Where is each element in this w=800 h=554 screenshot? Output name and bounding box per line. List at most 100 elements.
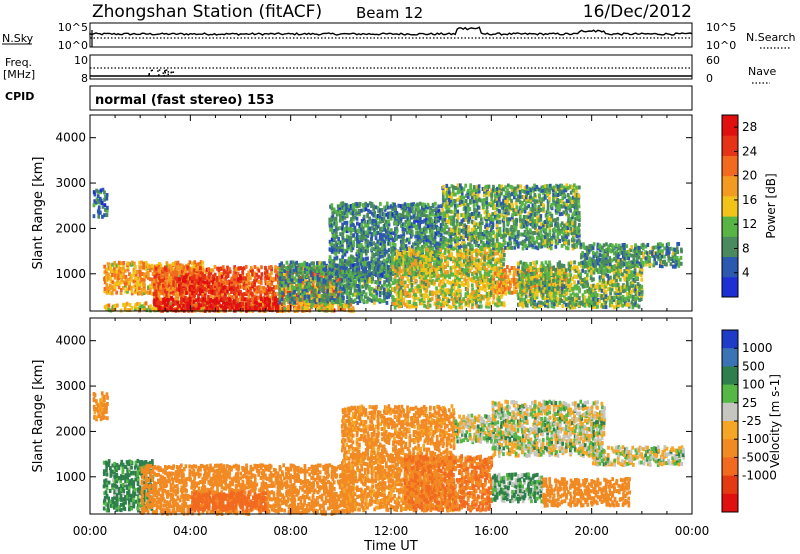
data-cell bbox=[368, 285, 371, 289]
data-cell bbox=[106, 205, 109, 210]
data-cell bbox=[414, 264, 418, 269]
data-cell bbox=[318, 277, 322, 282]
data-cell bbox=[191, 291, 194, 296]
data-cell bbox=[182, 278, 185, 283]
data-cell bbox=[335, 287, 338, 292]
data-cell bbox=[378, 280, 382, 285]
data-cell bbox=[364, 278, 367, 283]
data-cell bbox=[458, 195, 462, 200]
data-cell bbox=[273, 285, 276, 290]
data-cell bbox=[417, 216, 420, 221]
data-cell bbox=[105, 303, 109, 308]
data-cell bbox=[464, 292, 468, 297]
data-cell bbox=[172, 282, 176, 287]
data-cell bbox=[259, 280, 263, 285]
data-cell bbox=[313, 269, 317, 273]
data-cell bbox=[449, 199, 453, 204]
data-cell bbox=[366, 256, 369, 261]
data-cell bbox=[180, 296, 183, 301]
data-cell bbox=[289, 290, 292, 294]
data-cell bbox=[466, 236, 470, 241]
data-cell bbox=[199, 303, 203, 308]
data-cell bbox=[441, 208, 444, 213]
data-cell bbox=[358, 234, 362, 239]
data-cell bbox=[416, 218, 420, 223]
data-cell bbox=[464, 278, 468, 283]
data-cell bbox=[226, 271, 230, 276]
data-cell bbox=[430, 297, 434, 302]
data-cell bbox=[115, 281, 119, 286]
data-cell bbox=[199, 266, 202, 271]
data-cell bbox=[393, 214, 397, 219]
data-cell bbox=[375, 265, 379, 270]
nave-dot bbox=[151, 69, 153, 72]
data-cell bbox=[487, 270, 491, 275]
data-cell bbox=[332, 260, 336, 265]
data-cell bbox=[163, 302, 167, 307]
data-cell bbox=[103, 190, 106, 195]
data-cell bbox=[368, 220, 372, 225]
data-cell bbox=[225, 289, 229, 294]
data-cell bbox=[479, 299, 482, 304]
data-cell bbox=[205, 306, 209, 311]
data-cell bbox=[152, 284, 156, 289]
data-cell bbox=[460, 213, 463, 218]
data-cell bbox=[281, 290, 284, 295]
data-cell bbox=[402, 250, 406, 255]
data-cell bbox=[404, 238, 408, 243]
data-cell bbox=[486, 261, 489, 266]
data-cell bbox=[98, 196, 102, 201]
data-cell bbox=[394, 234, 397, 239]
data-cell bbox=[244, 305, 248, 310]
data-cell bbox=[178, 287, 181, 292]
data-cell bbox=[224, 270, 227, 275]
nave-dot bbox=[164, 71, 166, 74]
data-cell bbox=[443, 295, 447, 299]
data-cell bbox=[305, 294, 309, 299]
data-cell bbox=[437, 304, 440, 309]
data-cell bbox=[408, 293, 412, 298]
data-cell bbox=[120, 261, 123, 266]
data-cell bbox=[341, 226, 344, 231]
data-cell bbox=[170, 296, 173, 301]
data-cell bbox=[208, 289, 211, 294]
data-cell bbox=[447, 298, 451, 303]
data-cell bbox=[374, 242, 377, 247]
data-cell bbox=[247, 304, 251, 309]
data-cell bbox=[142, 291, 146, 295]
data-cell bbox=[176, 287, 179, 292]
data-cell bbox=[481, 283, 485, 288]
data-cell bbox=[381, 237, 384, 242]
data-cell bbox=[446, 213, 449, 218]
data-cell bbox=[99, 200, 103, 205]
data-cell bbox=[458, 284, 462, 288]
data-cell bbox=[339, 298, 342, 303]
data-cell bbox=[136, 306, 140, 311]
data-cell bbox=[457, 293, 461, 298]
data-cell bbox=[282, 300, 286, 305]
data-cell bbox=[314, 284, 317, 289]
data-cell bbox=[123, 306, 127, 311]
nave-dot bbox=[148, 74, 150, 76]
data-cell bbox=[185, 291, 188, 295]
data-cell bbox=[473, 234, 477, 239]
data-cell bbox=[437, 233, 441, 238]
data-cell bbox=[260, 272, 264, 277]
data-cell bbox=[407, 210, 411, 215]
data-cell bbox=[477, 251, 481, 256]
data-cell bbox=[341, 283, 344, 288]
data-cell bbox=[437, 209, 441, 214]
data-cell bbox=[339, 304, 342, 309]
data-cell bbox=[411, 262, 414, 267]
data-cell bbox=[323, 301, 326, 305]
data-cell bbox=[400, 234, 403, 239]
data-cell bbox=[330, 206, 334, 211]
data-cell bbox=[347, 273, 351, 278]
data-cell bbox=[333, 228, 336, 233]
data-cell bbox=[447, 209, 451, 214]
data-cell bbox=[376, 214, 380, 218]
data-cell bbox=[125, 287, 129, 292]
data-cell bbox=[462, 195, 465, 200]
data-cell bbox=[445, 192, 449, 197]
